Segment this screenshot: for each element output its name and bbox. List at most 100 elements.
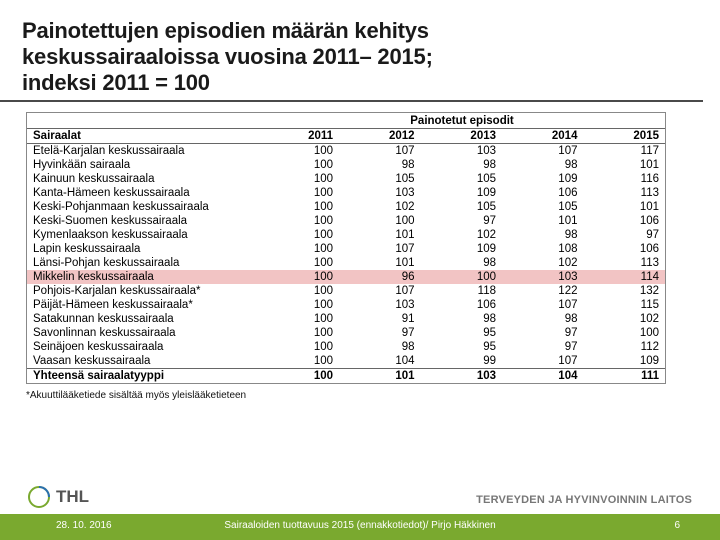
table-row: Länsi-Pohjan keskussairaala1001019810211…: [27, 256, 665, 270]
total-value: 100: [259, 368, 339, 383]
table-total-row: Yhteensä sairaalatyyppi100101103104111: [27, 368, 665, 383]
cell-value: 95: [421, 326, 502, 340]
cell-value: 115: [583, 298, 665, 312]
cell-value: 98: [339, 158, 420, 172]
cell-value: 106: [421, 298, 502, 312]
col-2012: 2012: [339, 128, 420, 143]
cell-value: 97: [421, 214, 502, 228]
col-2015: 2015: [583, 128, 665, 143]
cell-value: 105: [502, 200, 583, 214]
cell-value: 107: [502, 143, 583, 158]
cell-value: 95: [421, 340, 502, 354]
cell-value: 100: [259, 242, 339, 256]
footer-bar: 28. 10. 2016 Sairaaloiden tuottavuus 201…: [0, 514, 720, 540]
hospital-name: Seinäjoen keskussairaala: [27, 340, 259, 354]
hospital-name: Länsi-Pohjan keskussairaala: [27, 256, 259, 270]
cell-value: 97: [502, 326, 583, 340]
cell-value: 106: [502, 186, 583, 200]
table-row: Keski-Suomen keskussairaala1001009710110…: [27, 214, 665, 228]
cell-value: 98: [421, 158, 502, 172]
cell-value: 122: [502, 284, 583, 298]
cell-value: 102: [339, 200, 420, 214]
table-corner: [27, 113, 259, 129]
total-value: 104: [502, 368, 583, 383]
cell-value: 98: [502, 312, 583, 326]
cell-value: 103: [502, 270, 583, 284]
cell-value: 100: [259, 256, 339, 270]
thl-logo: THL: [26, 480, 108, 510]
cell-value: 100: [259, 186, 339, 200]
table-row: Vaasan keskussairaala10010499107109: [27, 354, 665, 369]
title-l1: Painotettujen episodien määrän kehitys: [22, 18, 429, 43]
hospital-name: Pohjois-Karjalan keskussairaala*: [27, 284, 259, 298]
cell-value: 106: [583, 214, 665, 228]
total-value: 111: [583, 368, 665, 383]
table-row: Mikkelin keskussairaala10096100103114: [27, 270, 665, 284]
cell-value: 100: [259, 326, 339, 340]
cell-value: 107: [502, 298, 583, 312]
cell-value: 97: [339, 326, 420, 340]
cell-value: 104: [339, 354, 420, 369]
hospital-name: Kanta-Hämeen keskussairaala: [27, 186, 259, 200]
cell-value: 98: [421, 312, 502, 326]
table-row: Seinäjoen keskussairaala100989597112: [27, 340, 665, 354]
cell-value: 101: [339, 256, 420, 270]
table-footnote: *Akuuttilääketiede sisältää myös yleislä…: [26, 390, 698, 401]
cell-value: 98: [421, 256, 502, 270]
cell-value: 100: [259, 354, 339, 369]
cell-value: 112: [583, 340, 665, 354]
table-row: Keski-Pohjanmaan keskussairaala100102105…: [27, 200, 665, 214]
cell-value: 113: [583, 256, 665, 270]
table-row: Lapin keskussairaala100107109108106: [27, 242, 665, 256]
table-row: Hyvinkään sairaala100989898101: [27, 158, 665, 172]
org-name: TERVEYDEN JA HYVINVOINNIN LAITOS: [476, 494, 692, 506]
cell-value: 109: [502, 172, 583, 186]
cell-value: 107: [502, 354, 583, 369]
cell-value: 101: [583, 200, 665, 214]
cell-value: 100: [259, 270, 339, 284]
cell-value: 91: [339, 312, 420, 326]
hospital-name: Satakunnan keskussairaala: [27, 312, 259, 326]
cell-value: 100: [339, 214, 420, 228]
hospital-name: Keski-Suomen keskussairaala: [27, 214, 259, 228]
table-row: Kanta-Hämeen keskussairaala1001031091061…: [27, 186, 665, 200]
cell-value: 100: [259, 340, 339, 354]
cell-value: 99: [421, 354, 502, 369]
cell-value: 105: [339, 172, 420, 186]
cell-value: 107: [339, 143, 420, 158]
table-row: Kymenlaakson keskussairaala1001011029897: [27, 228, 665, 242]
cell-value: 97: [583, 228, 665, 242]
hospital-name: Mikkelin keskussairaala: [27, 270, 259, 284]
footer-center: Sairaaloiden tuottavuus 2015 (ennakkotie…: [0, 520, 720, 531]
cell-value: 109: [421, 186, 502, 200]
cell-value: 118: [421, 284, 502, 298]
table-row: Satakunnan keskussairaala100919898102: [27, 312, 665, 326]
cell-value: 100: [259, 284, 339, 298]
cell-value: 103: [339, 298, 420, 312]
cell-value: 102: [502, 256, 583, 270]
hospital-name: Keski-Pohjanmaan keskussairaala: [27, 200, 259, 214]
super-header: Painotetut episodit: [259, 113, 665, 129]
title-block: Painotettujen episodien määrän kehitys k…: [0, 18, 703, 102]
cell-value: 100: [259, 172, 339, 186]
footer-page: 6: [674, 520, 680, 531]
cell-value: 98: [502, 158, 583, 172]
total-value: 103: [421, 368, 502, 383]
total-label: Yhteensä sairaalatyyppi: [27, 368, 259, 383]
cell-value: 98: [502, 228, 583, 242]
cell-value: 105: [421, 200, 502, 214]
svg-text:THL: THL: [56, 487, 89, 506]
hospital-name: Vaasan keskussairaala: [27, 354, 259, 369]
cell-value: 116: [583, 172, 665, 186]
cell-value: 100: [421, 270, 502, 284]
table-row: Kainuun keskussairaala100105105109116: [27, 172, 665, 186]
hospital-name: Savonlinnan keskussairaala: [27, 326, 259, 340]
cell-value: 106: [583, 242, 665, 256]
cell-value: 105: [421, 172, 502, 186]
cell-value: 101: [502, 214, 583, 228]
hospital-name: Päijät-Hämeen keskussairaala*: [27, 298, 259, 312]
index-table: Painotetut episodit Sairaalat 2011 2012 …: [26, 112, 666, 384]
hospital-name: Etelä-Karjalan keskussairaala: [27, 143, 259, 158]
hospital-name: Lapin keskussairaala: [27, 242, 259, 256]
cell-value: 100: [259, 158, 339, 172]
